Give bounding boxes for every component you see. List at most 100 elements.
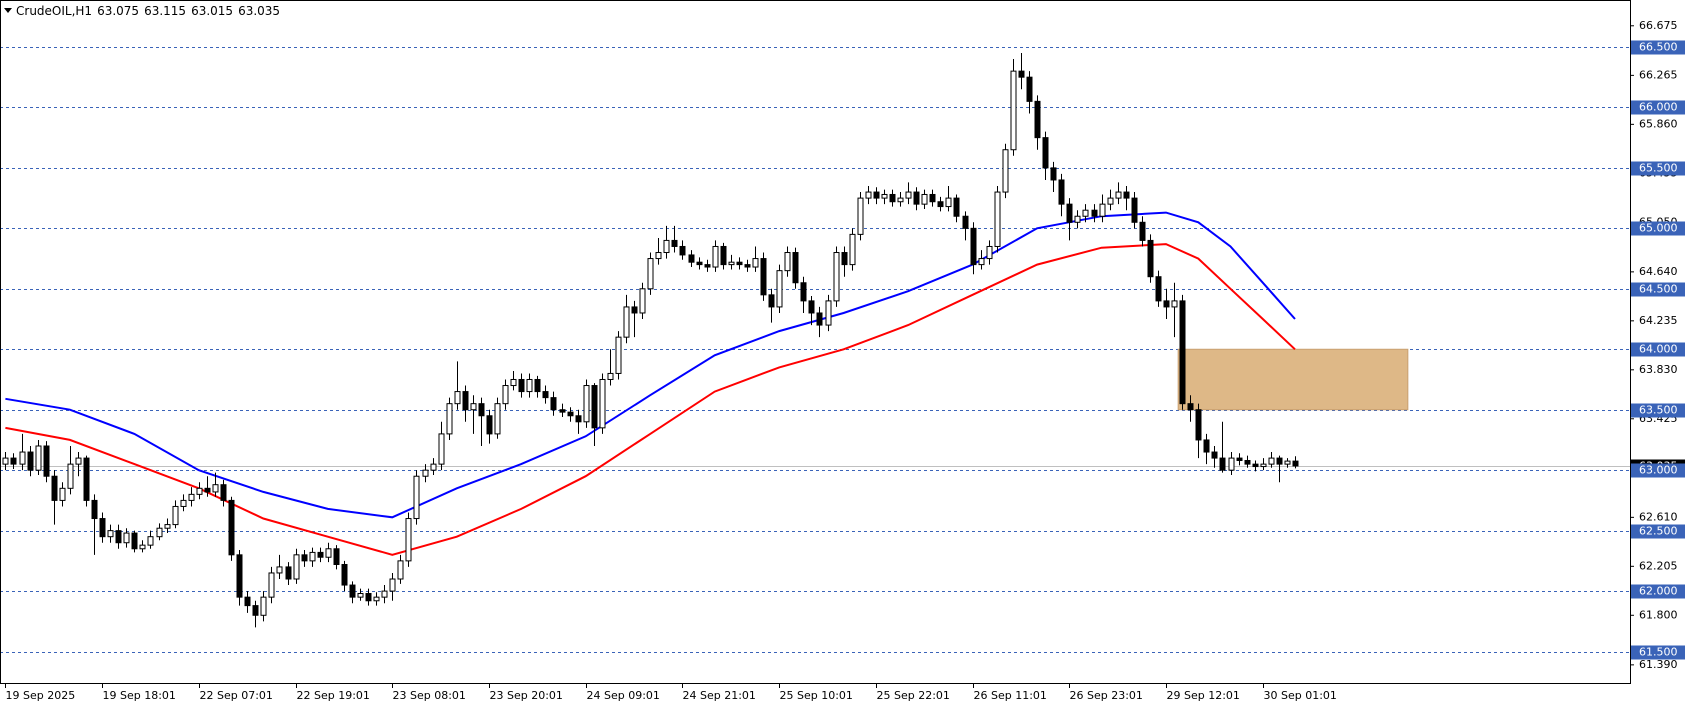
candle-body [413, 475, 420, 520]
candle-body [454, 391, 461, 405]
candle-body [1228, 457, 1235, 471]
candle-body [502, 385, 509, 405]
candle-body [131, 532, 138, 550]
candle-body [1203, 439, 1210, 453]
candle-body [599, 378, 606, 429]
candle-body [623, 306, 630, 338]
level-label: 65.500 [1639, 162, 1678, 175]
candle-body [816, 312, 823, 326]
y-tick-label: 66.675 [1639, 19, 1678, 32]
candle-body [1244, 460, 1251, 465]
candle-body [760, 258, 767, 296]
candle-body [929, 193, 936, 203]
candle-body [865, 191, 872, 199]
candle-body [937, 201, 944, 208]
zone [1177, 348, 1409, 411]
candle-body [438, 433, 445, 465]
candle-body [494, 403, 501, 435]
candle-body [962, 215, 969, 229]
candle-body [115, 530, 122, 544]
candle-body [1115, 191, 1122, 199]
x-tick-label: 24 Sep 21:01 [683, 689, 756, 702]
candle-body [1107, 197, 1114, 205]
level-label: 61.500 [1639, 646, 1678, 659]
candle-body [534, 378, 541, 393]
y-tick-label: 61.390 [1639, 658, 1678, 671]
candle-body [1219, 457, 1226, 471]
candle-body [325, 548, 332, 558]
candle-body [663, 239, 670, 254]
candle-body [647, 258, 654, 290]
x-tick-label: 19 Sep 2025 [6, 689, 76, 702]
candle-body [1276, 457, 1283, 465]
candle-body [285, 566, 292, 580]
candle-body [639, 288, 646, 314]
menu-arrow [4, 8, 12, 13]
candle-body [220, 484, 227, 501]
candle-body [67, 463, 74, 489]
candle-body [51, 475, 58, 501]
level-box [1631, 524, 1685, 539]
x-tick-label: 25 Sep 10:01 [780, 689, 853, 702]
candle-body [833, 252, 840, 302]
candle-body [679, 245, 686, 256]
candle-body [542, 391, 549, 399]
candle-body [1074, 215, 1081, 223]
symbol-title: CrudeOIL,H1 [16, 4, 93, 18]
candle-body [470, 403, 477, 411]
candle-body [1139, 221, 1146, 241]
candle-body [591, 385, 598, 429]
candle-body [792, 252, 799, 284]
candle-body [873, 191, 880, 199]
candle-body [430, 463, 437, 471]
candle-body [397, 560, 404, 580]
moving-average [5, 211, 1296, 519]
candle-body [631, 306, 638, 314]
candle-body [978, 258, 985, 266]
candle-body [1195, 409, 1202, 441]
plot-frame [0, 0, 1631, 684]
candle-body [75, 457, 82, 465]
candle-body [35, 445, 42, 471]
candle-body [349, 584, 356, 598]
candle-body [389, 578, 396, 592]
candle-body [1187, 403, 1194, 411]
x-tick-label: 23 Sep 20:01 [490, 689, 563, 702]
candle-body [752, 258, 759, 268]
x-tick-label: 23 Sep 08:01 [393, 689, 466, 702]
level-label: 62.500 [1639, 525, 1678, 538]
candle-body [510, 378, 517, 387]
x-tick-label: 22 Sep 07:01 [200, 689, 273, 702]
candle-body [478, 403, 485, 417]
candle-body [550, 397, 557, 411]
candle-body [1171, 300, 1178, 308]
level-box [1631, 463, 1685, 478]
candle-body [704, 264, 711, 268]
candle-body [1010, 70, 1017, 151]
candle-body [994, 191, 1001, 247]
level-box [1631, 221, 1685, 236]
candle-body [422, 469, 429, 477]
candle-body [309, 551, 316, 562]
candle-body [744, 264, 751, 268]
candle-body [91, 499, 98, 520]
candle-body [671, 239, 678, 247]
y-tick-label: 62.610 [1639, 510, 1678, 523]
candle-body [1099, 203, 1106, 217]
candle-body [204, 487, 211, 493]
candle-body [881, 193, 888, 199]
candle-body [607, 372, 614, 380]
candle-body [260, 596, 267, 616]
candle-body [196, 487, 203, 495]
candle-body [1284, 460, 1291, 465]
candle-body [913, 191, 920, 205]
candle-body [59, 487, 66, 501]
x-tick-label: 24 Sep 09:01 [587, 689, 660, 702]
candle-body [446, 403, 453, 435]
level-box [1631, 282, 1685, 297]
candle-body [857, 197, 864, 235]
y-tick-label: 66.265 [1639, 68, 1678, 81]
x-tick-label: 26 Sep 23:01 [1070, 689, 1143, 702]
candle-body [712, 245, 719, 268]
candle-body [268, 572, 275, 598]
